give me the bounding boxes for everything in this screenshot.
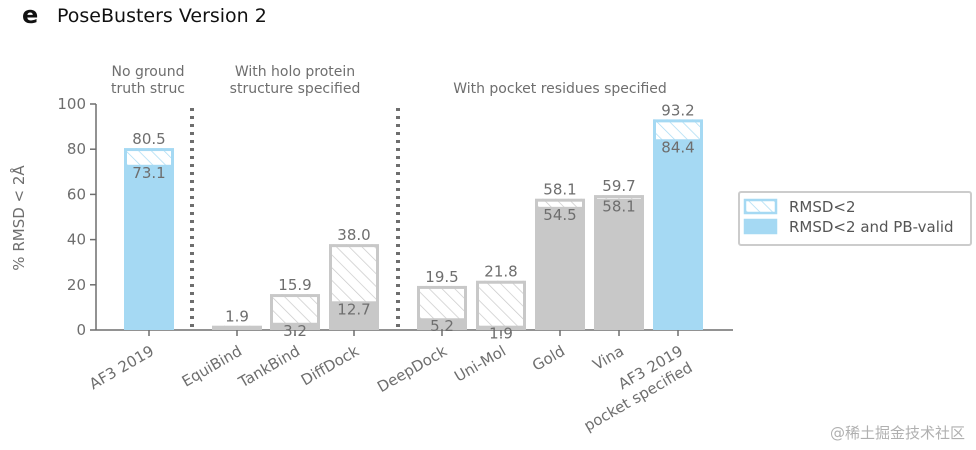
- value-label-rmsd2: 59.7: [602, 177, 635, 195]
- x-tick-label-group: EquiBind: [179, 342, 245, 391]
- x-tick-label: DeepDock: [374, 342, 450, 396]
- bar-outline: [124, 148, 174, 330]
- value-label-pb-valid: 73.1: [132, 164, 165, 182]
- x-tick-label: AF3 2019: [86, 342, 157, 393]
- value-label-rmsd2: 19.5: [425, 268, 458, 286]
- panel-letter: e: [22, 1, 38, 29]
- y-tick-label: 0: [76, 321, 86, 339]
- value-label-pb-valid: 54.5: [543, 206, 576, 224]
- bar-outline: [270, 294, 320, 331]
- x-tick-label: Uni-Mol: [451, 342, 509, 386]
- x-tick-label-group: TankBind: [235, 342, 303, 392]
- x-tick-label: Gold: [529, 342, 568, 375]
- bar-pb-valid: [417, 318, 467, 330]
- legend-swatch-hatched: [743, 198, 778, 215]
- x-tick-label-group: DeepDock: [374, 342, 450, 396]
- legend: RMSD<2 RMSD<2 and PB-valid: [738, 191, 972, 246]
- bar-pb-valid: [270, 322, 320, 330]
- y-tick-label: 40: [67, 231, 86, 249]
- y-tick-label: 100: [57, 95, 86, 113]
- x-tick-label-group: Uni-Mol: [451, 342, 509, 386]
- bar-outline: [653, 119, 703, 330]
- bar-outline: [594, 195, 644, 330]
- group-label: With pocket residues specified: [453, 81, 667, 97]
- y-tick-label: 60: [67, 185, 86, 203]
- x-tick-label: Vina: [590, 342, 627, 374]
- x-tick-label: DiffDock: [298, 342, 362, 390]
- bar-outline: [212, 325, 262, 330]
- x-tick-label-group: Vina: [590, 342, 627, 374]
- watermark: @稀土掘金技术社区: [830, 424, 965, 442]
- y-tick-label: 20: [67, 276, 86, 294]
- legend-label: RMSD<2 and PB-valid: [789, 218, 954, 236]
- bar-outline: [476, 280, 526, 330]
- value-label-rmsd2: 38.0: [337, 226, 370, 244]
- value-label-pb-valid: 58.1: [602, 198, 635, 216]
- plot-area: 0 20 40 60 80 100 80.5 73.1 AF3 2019 1.9 EquiBind 1…: [57, 64, 733, 435]
- group-label: structure specified: [230, 81, 361, 97]
- value-label-rmsd2: 21.8: [484, 263, 517, 281]
- bar-rmsd2: [476, 280, 526, 330]
- value-label-rmsd2: 58.1: [543, 181, 576, 199]
- bar-pb-valid: [329, 301, 379, 330]
- bar-pb-valid: [594, 198, 644, 330]
- x-tick-label-group: DiffDock: [298, 342, 362, 390]
- bar-pb-valid: [124, 164, 174, 330]
- x-tick-label-group: Gold: [529, 342, 568, 375]
- value-label-pb-valid: 5.2: [430, 317, 454, 335]
- x-tick-label: EquiBind: [179, 342, 245, 391]
- y-tick-label: 80: [67, 140, 86, 158]
- bar-pb-valid: [653, 139, 703, 330]
- legend-box: [738, 191, 972, 246]
- group-label: truth struc: [111, 81, 185, 97]
- bar-outline: [535, 198, 585, 330]
- legend-label: RMSD<2: [789, 198, 856, 216]
- value-label-pb-valid: 12.7: [337, 300, 370, 318]
- group-label: No ground: [111, 64, 184, 80]
- x-tick-label: TankBind: [235, 342, 303, 392]
- group-label: With holo protein: [235, 64, 355, 80]
- legend-swatch-solid: [743, 218, 778, 235]
- y-axis-label: % RMSD < 2Å: [9, 165, 28, 271]
- value-label-rmsd2: 1.9: [225, 308, 249, 326]
- value-label-rmsd2: 80.5: [132, 130, 165, 148]
- bar-outline: [329, 244, 379, 330]
- bar-outline: [417, 285, 467, 330]
- chart-title: PoseBusters Version 2: [57, 5, 267, 27]
- bar-pb-valid: [535, 206, 585, 330]
- value-label-rmsd2: 15.9: [278, 276, 311, 294]
- value-label-rmsd2: 93.2: [661, 101, 694, 119]
- x-tick-label-group: AF3 2019: [86, 342, 157, 393]
- value-label-pb-valid: 84.4: [661, 138, 694, 156]
